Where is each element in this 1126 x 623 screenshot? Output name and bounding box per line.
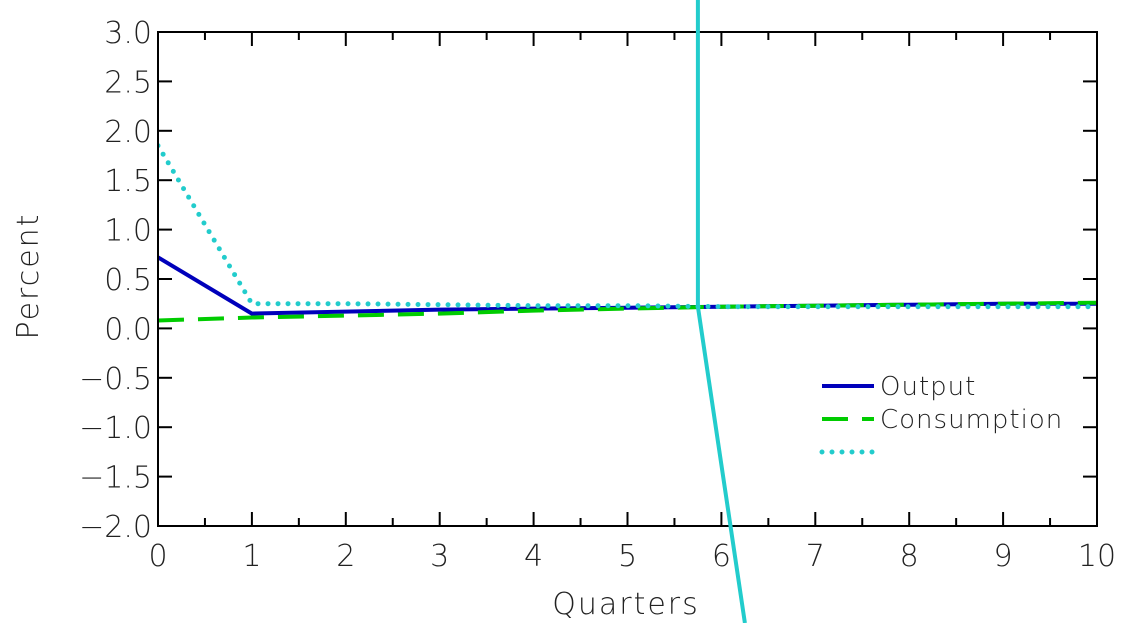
x-tick-label: 8: [900, 539, 919, 574]
plot-frame: [157, 31, 1098, 527]
y-tick-label: 1.5: [104, 164, 152, 199]
y-tick-label: −1.0: [79, 411, 152, 446]
x-tick-label: 0: [148, 539, 167, 574]
y-tick-label: −2.0: [79, 510, 152, 545]
legend-label: Consumption: [880, 405, 1063, 435]
x-tick-label: 2: [336, 539, 355, 574]
axis-ticks: [157, 31, 1098, 527]
x-tick-label: 5: [618, 539, 637, 574]
series-line-unnamed-2: [158, 143, 1097, 310]
y-tick-label: 2.0: [104, 115, 152, 150]
tick-labels: 3.0 2.5 2.0 1.5 1.0 0.5 0.0 −0.5 −1.0 −1.5 −2.00 1 2…: [79, 16, 1116, 574]
y-tick-label: 3.0: [104, 16, 152, 51]
x-tick-label: 6: [712, 539, 731, 574]
y-tick-label: −0.5: [79, 362, 152, 397]
x-tick-label: 1: [242, 539, 261, 574]
annotation-layer: [695, 0, 747, 623]
x-tick-label: 4: [524, 539, 543, 574]
y-tick-label: 0.0: [104, 312, 152, 347]
x-tick-label: 9: [994, 539, 1013, 574]
x-tick-label: 3: [430, 539, 449, 574]
plot-border: [157, 31, 1098, 527]
series-layer: [158, 143, 1097, 323]
x-axis-title: Quarters: [552, 587, 700, 622]
y-axis-title: Percent: [11, 213, 46, 340]
y-tick-label: 0.5: [104, 263, 152, 298]
y-tick-label: −1.5: [79, 461, 152, 496]
x-tick-label: 10: [1078, 539, 1116, 574]
y-tick-label: 2.5: [104, 65, 152, 100]
y-tick-label: 1.0: [104, 214, 152, 249]
x-tick-label: 7: [806, 539, 825, 574]
legend-label: Output: [880, 372, 976, 402]
series-line-consumption: [158, 300, 1097, 323]
annotation-line: [695, 0, 747, 623]
